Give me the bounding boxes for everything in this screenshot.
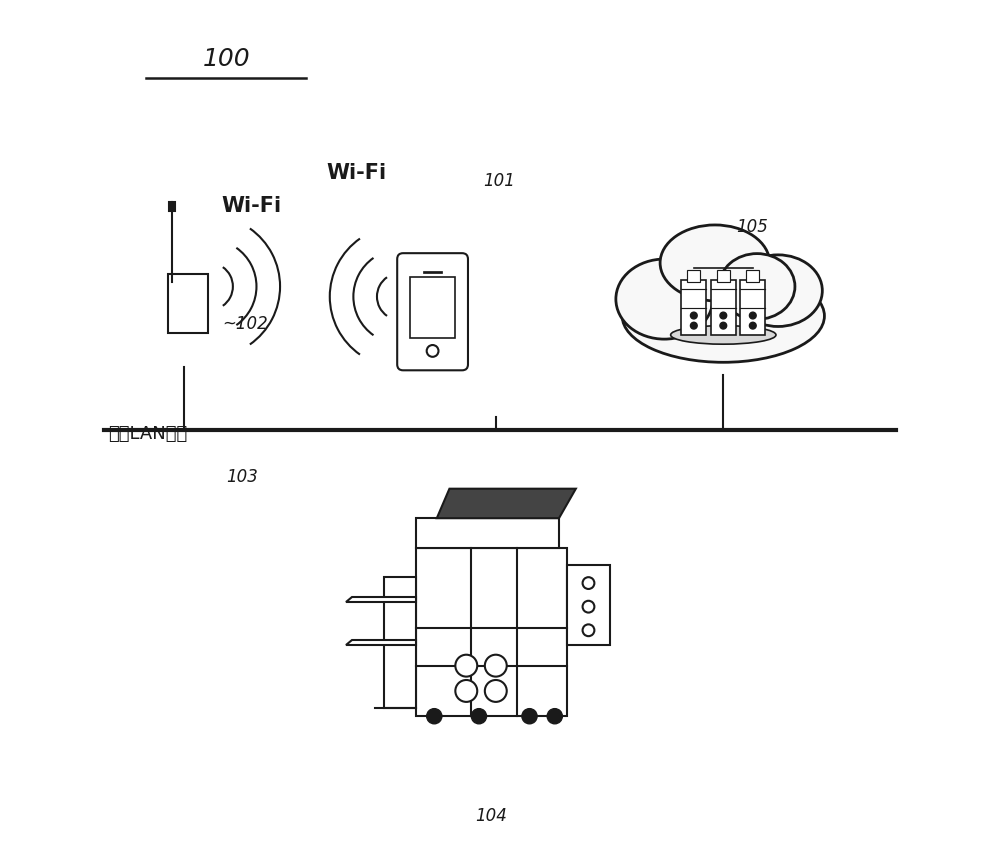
Bar [711, 280, 736, 335]
Circle shape [455, 654, 477, 677]
Bar [567, 564, 610, 644]
Text: 103: 103 [226, 468, 258, 486]
Polygon shape [437, 488, 576, 518]
Circle shape [690, 312, 697, 319]
Ellipse shape [660, 225, 770, 300]
Circle shape [749, 323, 756, 329]
Circle shape [720, 323, 727, 329]
Bar [687, 270, 700, 282]
Text: 无线LAN终端: 无线LAN终端 [108, 425, 187, 443]
Text: 100: 100 [202, 47, 250, 71]
Circle shape [720, 312, 727, 319]
Circle shape [583, 601, 594, 613]
Bar [168, 274, 208, 333]
Circle shape [690, 323, 697, 329]
Ellipse shape [719, 254, 795, 319]
Bar [384, 577, 416, 708]
Ellipse shape [616, 259, 713, 340]
Circle shape [583, 577, 594, 589]
Circle shape [749, 312, 756, 319]
Circle shape [455, 680, 477, 702]
Text: Wi-Fi: Wi-Fi [327, 163, 387, 183]
Ellipse shape [734, 254, 822, 327]
Circle shape [583, 625, 594, 637]
Ellipse shape [622, 270, 824, 363]
Text: 101: 101 [483, 172, 515, 190]
Bar [717, 270, 730, 282]
Text: 105: 105 [736, 219, 768, 237]
Ellipse shape [671, 326, 776, 344]
FancyBboxPatch shape [397, 254, 468, 370]
Circle shape [485, 654, 507, 677]
Text: ~102: ~102 [222, 316, 268, 334]
Circle shape [522, 709, 537, 724]
Bar [169, 203, 175, 210]
Bar [681, 280, 706, 335]
Circle shape [547, 709, 562, 724]
Text: Wi-Fi: Wi-Fi [221, 197, 281, 216]
Circle shape [485, 680, 507, 702]
Circle shape [427, 345, 438, 357]
Polygon shape [346, 597, 416, 603]
Polygon shape [346, 640, 416, 644]
Bar [740, 280, 765, 335]
Bar [416, 548, 567, 717]
Bar [416, 518, 559, 548]
Text: 104: 104 [476, 807, 508, 825]
Bar [746, 270, 759, 282]
Bar [410, 277, 455, 339]
Circle shape [471, 709, 487, 724]
Circle shape [427, 709, 442, 724]
